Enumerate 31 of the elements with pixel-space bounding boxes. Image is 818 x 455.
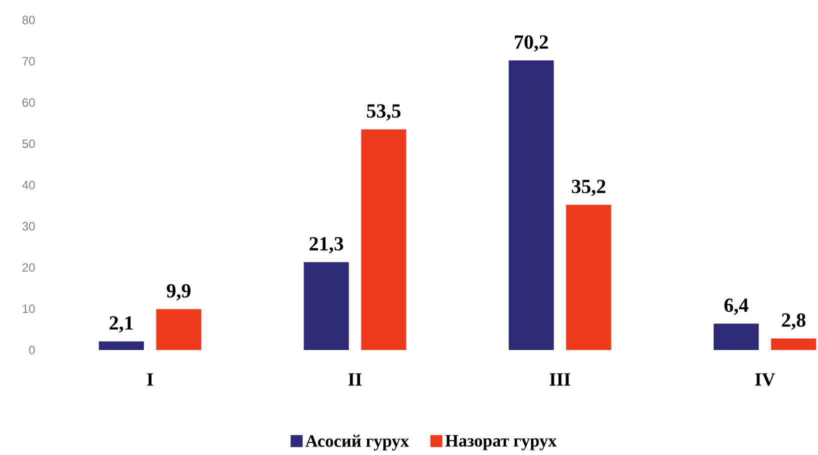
y-tick-label: 0 — [29, 346, 35, 354]
legend-label: Асосий гурух — [305, 434, 409, 450]
x-tick-label: II — [348, 373, 362, 386]
y-tick-label: 40 — [22, 180, 35, 190]
y-tick-label: 70 — [22, 57, 35, 66]
data-label: 2,1 — [110, 316, 133, 333]
y-tick-label: 60 — [22, 98, 35, 107]
data-label: 9,9 — [166, 284, 191, 300]
data-label: 70,2 — [514, 35, 548, 52]
bar — [566, 204, 612, 350]
bar — [98, 341, 144, 350]
y-tick-label: 80 — [22, 16, 35, 24]
y-tick-label: 30 — [22, 222, 35, 231]
y-tick-label: 10 — [22, 304, 35, 314]
bar — [771, 338, 816, 350]
legend-label: Назорат гурух — [445, 435, 557, 450]
data-label: 2,8 — [782, 313, 806, 330]
x-tick-label: IV — [755, 373, 776, 386]
data-label: 21,3 — [310, 237, 344, 254]
y-tick-label: 20 — [22, 263, 35, 272]
bar — [508, 60, 554, 350]
x-tick-label: III — [550, 373, 570, 386]
data-label: 6,4 — [724, 298, 748, 315]
data-label: 35,2 — [572, 180, 606, 196]
bar — [304, 262, 349, 350]
y-tick-label: 50 — [22, 140, 35, 148]
data-label: 53,5 — [367, 104, 400, 121]
bar — [714, 324, 759, 350]
bar — [361, 129, 406, 350]
bar — [156, 309, 202, 350]
x-tick-label: I — [147, 373, 154, 386]
